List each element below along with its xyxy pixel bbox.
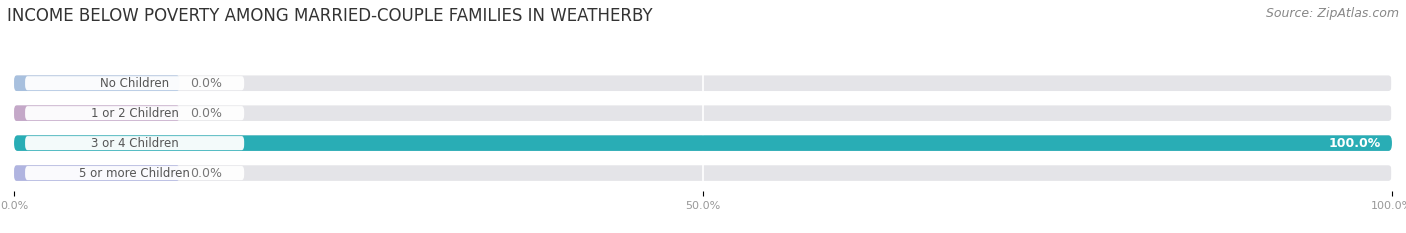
Text: No Children: No Children bbox=[100, 77, 169, 90]
Text: 1 or 2 Children: 1 or 2 Children bbox=[91, 107, 179, 120]
Text: INCOME BELOW POVERTY AMONG MARRIED-COUPLE FAMILIES IN WEATHERBY: INCOME BELOW POVERTY AMONG MARRIED-COUPL… bbox=[7, 7, 652, 25]
FancyBboxPatch shape bbox=[14, 135, 1392, 151]
Text: 0.0%: 0.0% bbox=[190, 77, 222, 90]
FancyBboxPatch shape bbox=[25, 76, 245, 90]
FancyBboxPatch shape bbox=[14, 105, 180, 121]
FancyBboxPatch shape bbox=[25, 166, 245, 180]
Text: Source: ZipAtlas.com: Source: ZipAtlas.com bbox=[1265, 7, 1399, 20]
FancyBboxPatch shape bbox=[14, 75, 1392, 91]
FancyBboxPatch shape bbox=[25, 106, 245, 120]
Text: 100.0%: 100.0% bbox=[1329, 137, 1381, 150]
FancyBboxPatch shape bbox=[14, 165, 180, 181]
Text: 5 or more Children: 5 or more Children bbox=[79, 167, 190, 180]
FancyBboxPatch shape bbox=[14, 105, 1392, 121]
Text: 3 or 4 Children: 3 or 4 Children bbox=[91, 137, 179, 150]
Text: 0.0%: 0.0% bbox=[190, 167, 222, 180]
Text: 0.0%: 0.0% bbox=[190, 107, 222, 120]
FancyBboxPatch shape bbox=[14, 135, 1392, 151]
FancyBboxPatch shape bbox=[14, 75, 180, 91]
FancyBboxPatch shape bbox=[25, 136, 245, 150]
FancyBboxPatch shape bbox=[14, 165, 1392, 181]
